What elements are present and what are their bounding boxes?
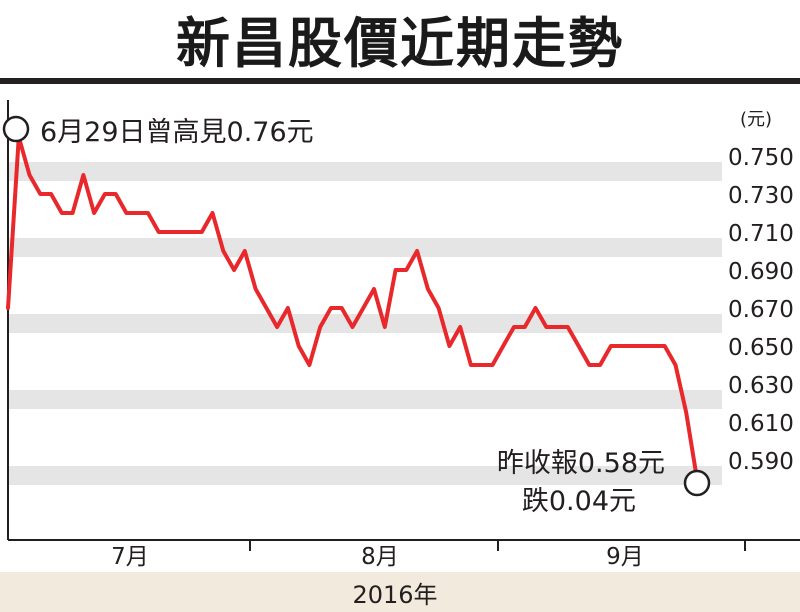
- grid-band: [8, 466, 722, 485]
- grid-bands: [8, 162, 722, 485]
- y-tick-label: 0.690: [728, 259, 794, 285]
- y-tick-label: 0.630: [728, 373, 794, 399]
- x-month-label: 9月: [606, 544, 644, 570]
- series-line: [6, 135, 699, 481]
- grid-band: [8, 162, 722, 181]
- y-tick-label: 0.670: [728, 297, 794, 323]
- stock-price-chart: (元) 0.7500.7300.7100.6900.6700.6500.6300…: [2, 100, 800, 609]
- grid-band: [8, 390, 722, 409]
- grid-band: [8, 314, 722, 333]
- y-tick-label: 0.730: [728, 183, 794, 209]
- y-tick-label: 0.610: [728, 411, 794, 437]
- y-tick-label: 0.710: [728, 221, 794, 247]
- year-band: [0, 572, 800, 612]
- x-month-label: 7月: [111, 544, 149, 570]
- page-title: 新昌股價近期走勢: [176, 10, 624, 75]
- high-annotation: 6月29日曾高見0.76元: [40, 117, 314, 148]
- y-tick-label: 0.750: [728, 145, 794, 171]
- title-divider: [0, 78, 800, 84]
- year-label: 2016年: [352, 581, 437, 609]
- x-month-labels: 7月 8月 9月: [111, 544, 644, 570]
- close-marker: [683, 469, 711, 497]
- y-tick-label: 0.650: [728, 335, 794, 361]
- close-annotation-line2: 跌0.04元: [522, 486, 636, 517]
- y-unit-label: (元): [740, 109, 772, 130]
- y-tick-labels: 0.750 0.730 0.710 0.690 0.670 0.650 0.630 0.610…: [728, 145, 794, 475]
- x-month-label: 8月: [361, 544, 399, 570]
- axes: [7, 100, 800, 551]
- y-tick-label: 0.590: [728, 449, 794, 475]
- high-marker: [2, 115, 30, 143]
- grid-band: [8, 238, 722, 257]
- close-annotation-line1: 昨收報0.58元: [497, 448, 665, 479]
